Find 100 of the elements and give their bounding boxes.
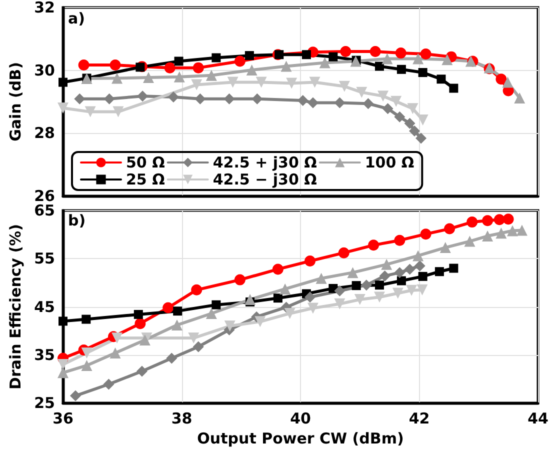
point	[347, 267, 358, 278]
point	[404, 118, 416, 129]
point	[252, 93, 263, 104]
point	[234, 274, 246, 286]
point	[234, 56, 246, 67]
point	[416, 132, 427, 144]
point	[482, 230, 494, 242]
point	[412, 53, 424, 64]
annotation: b)	[68, 212, 86, 230]
point	[370, 46, 381, 57]
point	[136, 366, 148, 377]
point	[449, 264, 458, 273]
point	[58, 359, 68, 370]
point	[516, 224, 528, 236]
y-axis-title: Gain (dB)	[6, 62, 25, 142]
point	[307, 302, 318, 314]
point	[514, 92, 526, 104]
point	[304, 292, 316, 303]
point	[482, 215, 494, 226]
point	[273, 294, 282, 303]
point	[188, 332, 200, 344]
point	[436, 74, 446, 84]
point	[110, 59, 121, 70]
point	[382, 53, 393, 64]
point	[103, 378, 114, 390]
point	[496, 228, 507, 239]
point	[340, 46, 352, 57]
point	[396, 64, 406, 74]
point	[134, 318, 146, 330]
point	[407, 103, 418, 114]
point	[379, 270, 390, 282]
point	[78, 59, 90, 70]
point	[274, 50, 284, 60]
point	[74, 93, 86, 104]
y-tick-label: 25	[34, 394, 55, 412]
point	[338, 80, 350, 92]
point	[244, 294, 256, 306]
point	[246, 64, 258, 76]
y-axis-title: Drain Efficiency (%)	[6, 224, 25, 390]
point	[192, 341, 204, 352]
point	[395, 48, 406, 59]
point	[374, 292, 385, 303]
point	[412, 250, 424, 262]
point	[58, 78, 68, 87]
point	[420, 228, 432, 240]
point	[143, 72, 154, 84]
point	[444, 223, 456, 234]
point	[316, 272, 327, 284]
point	[394, 267, 406, 278]
annotation: a)	[68, 10, 85, 28]
point	[404, 264, 416, 275]
point	[440, 242, 451, 254]
point	[162, 302, 174, 314]
point	[302, 50, 311, 60]
point	[137, 90, 148, 102]
point	[496, 74, 507, 85]
point	[334, 97, 346, 108]
point	[449, 84, 458, 93]
point	[442, 54, 453, 66]
point	[382, 103, 394, 114]
point	[224, 93, 235, 104]
point	[70, 390, 81, 402]
point	[58, 367, 68, 378]
point	[172, 320, 182, 331]
point	[284, 308, 296, 319]
legend-label: 42.5 − j30 Ω	[212, 170, 318, 188]
point	[334, 285, 346, 296]
point	[396, 276, 406, 286]
point	[174, 56, 184, 66]
point	[304, 256, 316, 267]
point	[420, 48, 432, 60]
legend-label: 25 Ω	[126, 170, 166, 188]
point	[227, 76, 238, 88]
point	[309, 76, 320, 88]
point	[502, 76, 514, 88]
point	[256, 76, 267, 88]
point	[368, 240, 380, 251]
x-tick-label: 36	[52, 410, 74, 428]
point	[414, 260, 426, 272]
point	[174, 71, 185, 82]
point	[164, 62, 176, 74]
point	[418, 272, 428, 281]
point	[166, 352, 178, 364]
x-axis-title: Output Power CW (dBm)	[197, 430, 404, 448]
point	[206, 308, 217, 319]
point	[494, 214, 505, 226]
point	[58, 102, 68, 114]
x-tick-label: 42	[408, 410, 430, 428]
point	[173, 306, 182, 316]
y-tick-label: 45	[34, 298, 55, 316]
point	[394, 111, 406, 122]
point	[81, 360, 92, 371]
point	[224, 320, 236, 332]
x-tick-label: 38	[171, 410, 192, 428]
point	[58, 316, 68, 326]
x-tick-label: 44	[528, 410, 548, 428]
point	[272, 264, 284, 275]
y-tick-label: 30	[34, 61, 55, 80]
point	[378, 90, 389, 102]
point	[434, 267, 444, 276]
